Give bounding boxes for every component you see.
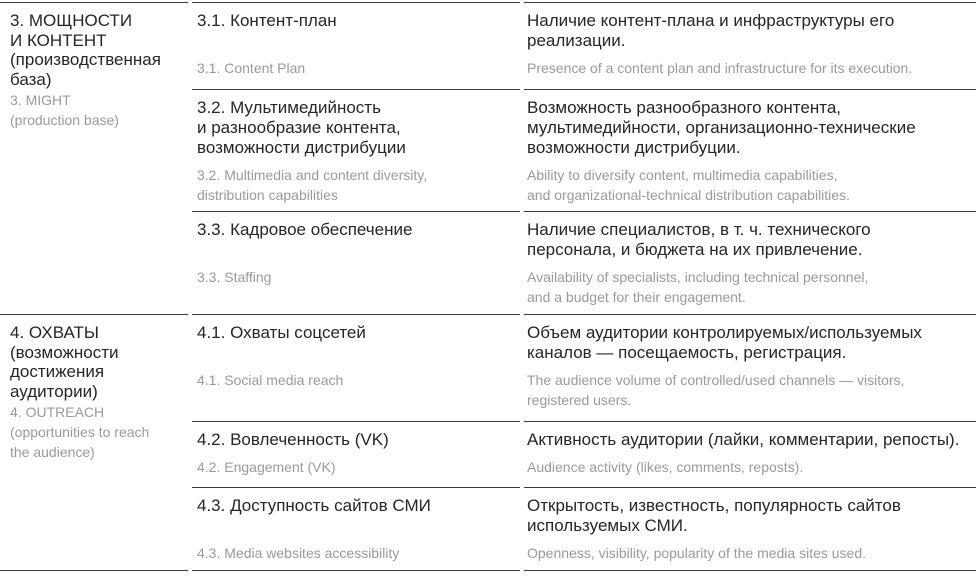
description-en: Audience activity (likes, comments, repo… <box>527 459 804 475</box>
table-row: 3. МОЩНОСТИ И КОНТЕНТ (производственная … <box>0 2 976 128</box>
criterion-title-en: 3.2. Multimedia and content diversity, d… <box>197 167 428 203</box>
criterion-cell: 4.3. Доступность сайтов СМИ 4.3. Media w… <box>192 487 520 571</box>
table-row: 4.3. Доступность сайтов СМИ 4.3. Media w… <box>0 487 976 571</box>
criterion-cell: 3.3. Кадровое обеспечение 3.3. Staffing <box>192 211 520 314</box>
description-en: Openness, visibility, popularity of the … <box>527 545 867 561</box>
description-cell: Активность аудитории (лайки, комментарии… <box>524 421 976 487</box>
group-cell: 4. ОХВАТЫ (возможности достижения аудито… <box>0 314 188 571</box>
table-row: 3.2. Мультимедийность и разнообразие кон… <box>0 89 976 211</box>
criterion-title-en: 4.1. Social media reach <box>197 372 344 388</box>
description-ru: Объем аудитории контролируемых/используе… <box>527 323 922 362</box>
description-cell: Наличие специалистов, в т. ч. техническо… <box>524 211 976 314</box>
group-title-en: 4. OUTREACH (opportunities to reach the … <box>10 404 150 460</box>
description-cell: Открытость, известность, популярность са… <box>524 487 976 571</box>
description-en: Presence of a content plan and infrastru… <box>527 60 913 76</box>
table-row: 4. ОХВАТЫ (возможности достижения аудито… <box>0 314 976 571</box>
criterion-title-ru: 4.2. Вовлеченность (VK) <box>197 430 389 449</box>
description-cell: Возможность разнообразного контента, мул… <box>524 89 976 211</box>
description-ru: Активность аудитории (лайки, комментарии… <box>527 430 960 449</box>
description-ru: Наличие контент-плана и инфраструктуры е… <box>527 11 895 50</box>
criterion-title-en: 3.3. Staffing <box>197 269 272 285</box>
table-row: 4.2. Вовлеченность (VK) 4.2. Engagement … <box>0 421 976 487</box>
group-title-en: 3. MIGHT (production base) <box>10 92 119 128</box>
criterion-title-en: 4.3. Media websites accessibility <box>197 545 400 561</box>
criterion-cell: 3.2. Мультимедийность и разнообразие кон… <box>192 89 520 211</box>
group-title-ru: 4. ОХВАТЫ (возможности достижения аудито… <box>10 323 119 401</box>
criterion-cell: 4.2. Вовлеченность (VK) 4.2. Engagement … <box>192 421 520 487</box>
description-cell: Объем аудитории контролируемых/используе… <box>524 314 976 421</box>
criterion-cell: 3.1. Контент-план 3.1. Content Plan <box>192 2 520 89</box>
description-en: Ability to diversify content, multimedia… <box>527 167 850 203</box>
description-ru: Наличие специалистов, в т. ч. техническо… <box>527 220 871 259</box>
criterion-cell: 4.1. Охваты соцсетей 4.1. Social media r… <box>192 314 520 421</box>
description-en: Availability of specialists, including t… <box>527 269 869 305</box>
criterion-title-ru: 4.1. Охваты соцсетей <box>197 323 366 342</box>
table-row: 3.3. Кадровое обеспечение 3.3. Staffing … <box>0 211 976 314</box>
description-en: The audience volume of controlled/used c… <box>527 372 905 408</box>
criteria-table: 3. МОЩНОСТИ И КОНТЕНТ (производственная … <box>0 2 976 571</box>
description-cell: Наличие контент-плана и инфраструктуры е… <box>524 2 976 89</box>
group-title-ru: 3. МОЩНОСТИ И КОНТЕНТ (производственная … <box>10 11 161 89</box>
description-ru: Открытость, известность, популярность са… <box>527 496 901 535</box>
group-cell: 3. МОЩНОСТИ И КОНТЕНТ (производственная … <box>0 2 188 314</box>
criterion-title-en: 4.2. Engagement (VK) <box>197 459 336 475</box>
criterion-title-ru: 4.3. Доступность сайтов СМИ <box>197 496 431 515</box>
description-ru: Возможность разнообразного контента, мул… <box>527 98 916 157</box>
criterion-title-en: 3.1. Content Plan <box>197 60 306 76</box>
criterion-title-ru: 3.2. Мультимедийность и разнообразие кон… <box>197 98 406 157</box>
criterion-title-ru: 3.1. Контент-план <box>197 11 337 30</box>
criterion-title-ru: 3.3. Кадровое обеспечение <box>197 220 413 239</box>
